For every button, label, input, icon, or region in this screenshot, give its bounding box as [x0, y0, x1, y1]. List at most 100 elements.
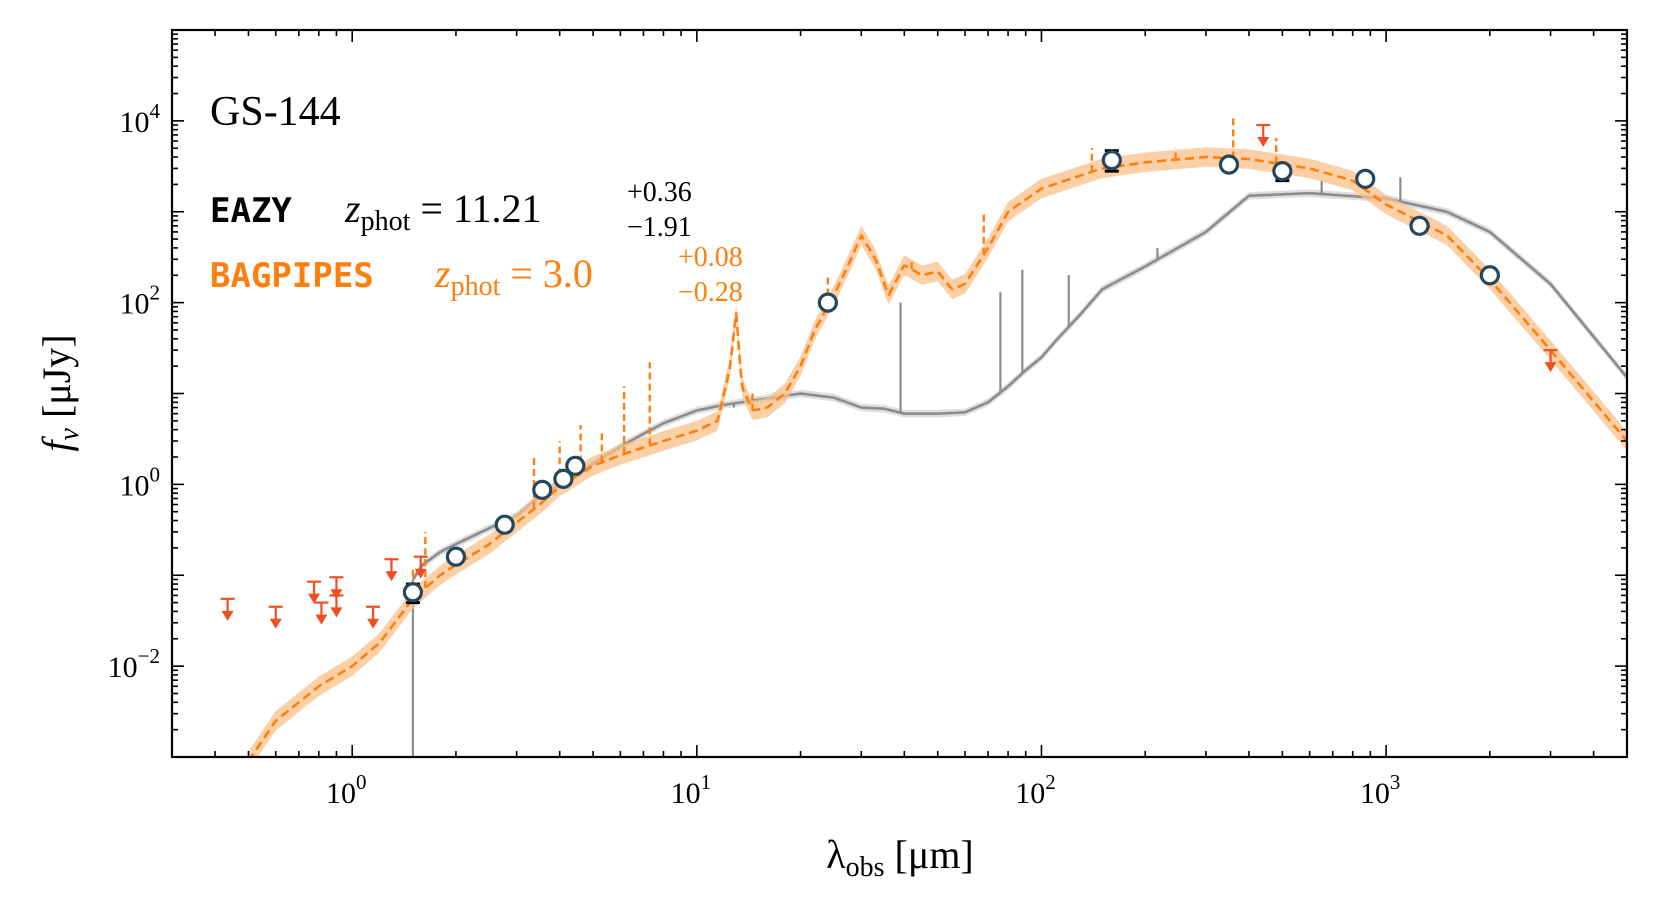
y-tick-exponent: 4	[150, 99, 161, 123]
upper-limit-marker	[329, 576, 344, 600]
legend-bagpipes-err-down: −0.28	[678, 277, 743, 308]
upper-limit-arrow	[367, 618, 380, 629]
upper-limits-layer	[220, 123, 1558, 629]
upper-limit-arrow	[385, 571, 398, 582]
detection-marker	[553, 468, 574, 489]
legend-bagpipes-err-up: +0.08	[678, 242, 743, 273]
detection-point	[553, 468, 574, 489]
x-tick-exponent: 3	[1390, 770, 1401, 794]
x-tick-base: 10	[1015, 777, 1045, 810]
y-axis-title: fν [μJy]	[34, 334, 85, 451]
bagpipes-uncertainty-band	[248, 147, 1627, 757]
detection-marker	[1272, 161, 1293, 182]
y-axis-subscript: ν	[54, 427, 85, 440]
x-tick-label: 103	[1360, 770, 1401, 810]
x-axis-unit: [μm]	[895, 832, 974, 877]
x-axis-title: λobs [μm]	[826, 832, 974, 883]
plot-frame	[170, 28, 1629, 759]
detection-marker	[532, 479, 553, 500]
upper-limit-arrow	[330, 589, 343, 600]
detection-point	[1355, 168, 1376, 189]
x-tick-exponent: 1	[701, 770, 712, 794]
upper-limit-marker	[307, 580, 322, 604]
upper-limit-marker	[413, 555, 428, 579]
y-tick-exponent: 2	[150, 281, 161, 305]
upper-limit-marker	[1543, 349, 1558, 373]
plot-area	[220, 117, 1627, 757]
legend-eazy-err-up: +0.36	[627, 177, 692, 208]
upper-limit-marker	[384, 558, 399, 582]
detection-marker	[1479, 265, 1500, 286]
y-tick-label: 102	[120, 281, 161, 321]
upper-limit-marker	[314, 601, 329, 625]
legend-eazy: EAZY zphot = 11.21 +0.36 −1.91	[210, 177, 692, 243]
legend-eazy-err-down: −1.91	[627, 212, 692, 243]
detection-marker	[445, 546, 467, 567]
x-tick-label: 102	[1015, 770, 1056, 810]
detection-marker	[494, 514, 515, 535]
detection-point	[532, 479, 553, 500]
detection-point	[565, 455, 586, 476]
detection-marker	[1218, 154, 1240, 175]
y-axis-unit: [μJy]	[34, 334, 79, 418]
x-tick-label: 101	[671, 770, 712, 810]
object-title: GS-144	[210, 89, 341, 135]
y-tick-base: 10	[108, 651, 138, 684]
upper-limit-marker	[329, 594, 344, 618]
detection-point	[1479, 265, 1500, 286]
y-tick-base: 10	[120, 288, 150, 321]
upper-limit-arrow	[1544, 362, 1557, 373]
bagpipes-sed-line	[249, 155, 1627, 757]
upper-limit-arrow	[308, 593, 321, 604]
detection-point	[1218, 154, 1240, 175]
upper-limit-arrow	[330, 607, 343, 618]
x-tick-base: 10	[326, 777, 356, 810]
detection-point	[445, 546, 467, 567]
upper-limit-marker	[1256, 123, 1271, 148]
y-tick-exponent: 0	[150, 462, 161, 486]
upper-limit-arrow	[269, 618, 282, 629]
upper-limit-arrow	[315, 614, 328, 625]
y-tick-label: 100	[120, 462, 161, 502]
x-tick-exponent: 2	[1045, 770, 1056, 794]
upper-limit-marker	[220, 597, 235, 621]
y-tick-exponent: −2	[138, 644, 160, 668]
legend-bagpipes: BAGPIPES zphot = 3.0 +0.08 −0.28	[210, 242, 743, 308]
detection-marker	[565, 455, 586, 476]
y-tick-base: 10	[120, 469, 150, 502]
detection-point	[1409, 215, 1430, 236]
detection-point	[817, 292, 838, 313]
legend-bagpipes-code: BAGPIPES	[210, 256, 374, 296]
y-tick-label: 104	[120, 99, 161, 139]
x-tick-label: 100	[326, 770, 367, 810]
detection-point	[1272, 161, 1293, 183]
detection-marker	[817, 292, 838, 313]
x-tick-labels: 100 101 102 103	[326, 770, 1400, 810]
detection-marker	[1355, 168, 1376, 189]
detection-point	[402, 582, 423, 605]
x-tick-base: 10	[1360, 777, 1390, 810]
upper-limit-marker	[366, 605, 381, 629]
detection-marker	[402, 582, 423, 603]
x-axis-subscript: obs	[846, 852, 885, 883]
x-tick-exponent: 0	[356, 770, 367, 794]
x-axis-symbol: λ	[826, 832, 846, 877]
legend-eazy-code: EAZY	[210, 191, 292, 231]
detection-marker	[1101, 150, 1122, 171]
detection-point	[1101, 149, 1122, 173]
legend-bagpipes-equation: zphot = 3.0	[434, 251, 593, 302]
upper-limit-arrow	[414, 568, 427, 579]
detections-layer	[402, 149, 1500, 605]
x-tick-base: 10	[671, 777, 701, 810]
y-tick-label: 10−2	[108, 644, 160, 684]
upper-limit-arrow	[221, 610, 234, 621]
detection-point	[494, 514, 515, 535]
bagpipes-model-layer	[248, 117, 1627, 757]
y-tick-base: 10	[120, 106, 150, 139]
detection-marker	[1409, 215, 1430, 236]
legend-eazy-equation: zphot = 11.21	[344, 186, 541, 237]
upper-limit-marker	[268, 605, 283, 629]
